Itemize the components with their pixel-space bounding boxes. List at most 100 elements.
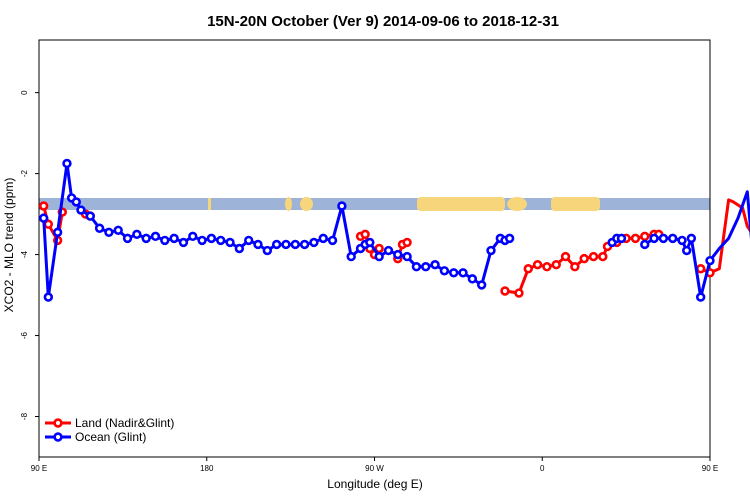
legend-label: Land (Nadir&Glint) bbox=[75, 416, 174, 430]
y-tick-label: -4 bbox=[20, 250, 29, 258]
data-point bbox=[449, 268, 459, 278]
data-point bbox=[504, 233, 515, 244]
data-point bbox=[122, 233, 133, 244]
data-point bbox=[695, 292, 706, 302]
data-point bbox=[141, 233, 151, 244]
data-point bbox=[150, 231, 161, 242]
data-point bbox=[393, 249, 403, 260]
legend-label: Ocean (Glint) bbox=[75, 430, 146, 444]
data-point bbox=[337, 201, 347, 211]
data-point bbox=[570, 262, 580, 272]
data-point bbox=[216, 235, 226, 246]
data-point bbox=[365, 237, 375, 248]
legend-marker bbox=[53, 432, 63, 442]
data-point bbox=[290, 239, 300, 250]
land-mask bbox=[208, 198, 211, 210]
x-tick-label: 0 bbox=[540, 464, 545, 473]
y-tick-label: -6 bbox=[20, 331, 29, 339]
land-mask bbox=[551, 197, 600, 211]
land-ocean-mask bbox=[39, 197, 710, 211]
x-tick-label: 90 W bbox=[365, 464, 384, 473]
data-point bbox=[542, 262, 552, 272]
x-tick-label: 90 E bbox=[702, 464, 718, 473]
x-axis: 90 E 180 90 W 0 90 E bbox=[31, 457, 718, 473]
data-point bbox=[705, 255, 715, 266]
data-point bbox=[476, 280, 487, 290]
land-mask bbox=[507, 197, 527, 211]
data-point bbox=[523, 264, 533, 274]
data-point bbox=[514, 288, 524, 298]
data-point bbox=[467, 274, 478, 284]
data-point bbox=[169, 233, 179, 244]
data-point bbox=[38, 201, 49, 211]
data-point bbox=[76, 205, 86, 215]
data-point bbox=[439, 266, 450, 276]
data-point bbox=[551, 259, 561, 270]
data-point bbox=[253, 239, 263, 250]
data-point bbox=[686, 233, 697, 244]
data-point bbox=[649, 233, 659, 244]
data-point bbox=[62, 158, 72, 169]
data-point bbox=[327, 235, 338, 246]
data-point bbox=[225, 237, 235, 248]
y-tick-label: 0 bbox=[20, 90, 29, 95]
data-point bbox=[113, 225, 123, 235]
data-point bbox=[104, 227, 114, 238]
data-point bbox=[677, 235, 687, 246]
data-point bbox=[71, 197, 81, 207]
legend-marker bbox=[53, 418, 63, 428]
series-line bbox=[700, 198, 750, 275]
data-point bbox=[430, 259, 440, 270]
legend: Land (Nadir&Glint)Ocean (Glint) bbox=[45, 416, 174, 444]
data-point bbox=[262, 245, 273, 256]
y-tick-label: -2 bbox=[20, 170, 29, 178]
series-ocean bbox=[38, 158, 750, 302]
data-point bbox=[206, 233, 217, 244]
data-point bbox=[532, 259, 543, 270]
data-point bbox=[630, 233, 641, 244]
data-point bbox=[500, 286, 510, 296]
data-point bbox=[299, 239, 310, 250]
series-line bbox=[504, 232, 659, 295]
data-point bbox=[52, 227, 63, 238]
chart-title: 15N-20N October (Ver 9) 2014-09-06 to 20… bbox=[207, 13, 559, 30]
data-point bbox=[178, 237, 189, 248]
data-point bbox=[309, 237, 319, 248]
data-point bbox=[132, 229, 142, 240]
data-point bbox=[411, 262, 422, 272]
data-point bbox=[616, 233, 627, 244]
data-point bbox=[682, 245, 692, 256]
data-point bbox=[640, 231, 650, 242]
data-point bbox=[421, 262, 431, 272]
data-point bbox=[374, 251, 384, 262]
data-point bbox=[383, 245, 394, 256]
data-point bbox=[560, 251, 571, 262]
data-point bbox=[160, 235, 170, 246]
data-point bbox=[346, 251, 356, 262]
data-point bbox=[281, 239, 291, 250]
data-point bbox=[234, 243, 245, 254]
series-layer bbox=[38, 158, 750, 302]
x-tick-label: 90 E bbox=[31, 464, 47, 473]
land-mask bbox=[417, 197, 505, 211]
y-axis-label: XCO2 - MLO trend (ppm) bbox=[2, 178, 16, 313]
data-point bbox=[598, 251, 608, 262]
land-mask bbox=[285, 197, 292, 211]
data-point bbox=[695, 264, 706, 274]
data-point bbox=[579, 253, 589, 264]
data-point bbox=[38, 213, 49, 223]
data-point bbox=[458, 268, 468, 278]
data-point bbox=[658, 233, 669, 244]
data-point bbox=[668, 233, 678, 244]
data-point bbox=[402, 251, 412, 262]
data-point bbox=[243, 235, 254, 246]
y-axis: 0 -2 -4 -6 -8 bbox=[20, 90, 39, 420]
data-point bbox=[360, 229, 370, 240]
data-point bbox=[197, 235, 207, 246]
data-point bbox=[402, 237, 412, 248]
y-tick-label: -8 bbox=[20, 412, 29, 420]
data-point bbox=[486, 245, 496, 256]
x-axis-label: Longitude (deg E) bbox=[327, 477, 422, 491]
data-point bbox=[188, 231, 198, 242]
